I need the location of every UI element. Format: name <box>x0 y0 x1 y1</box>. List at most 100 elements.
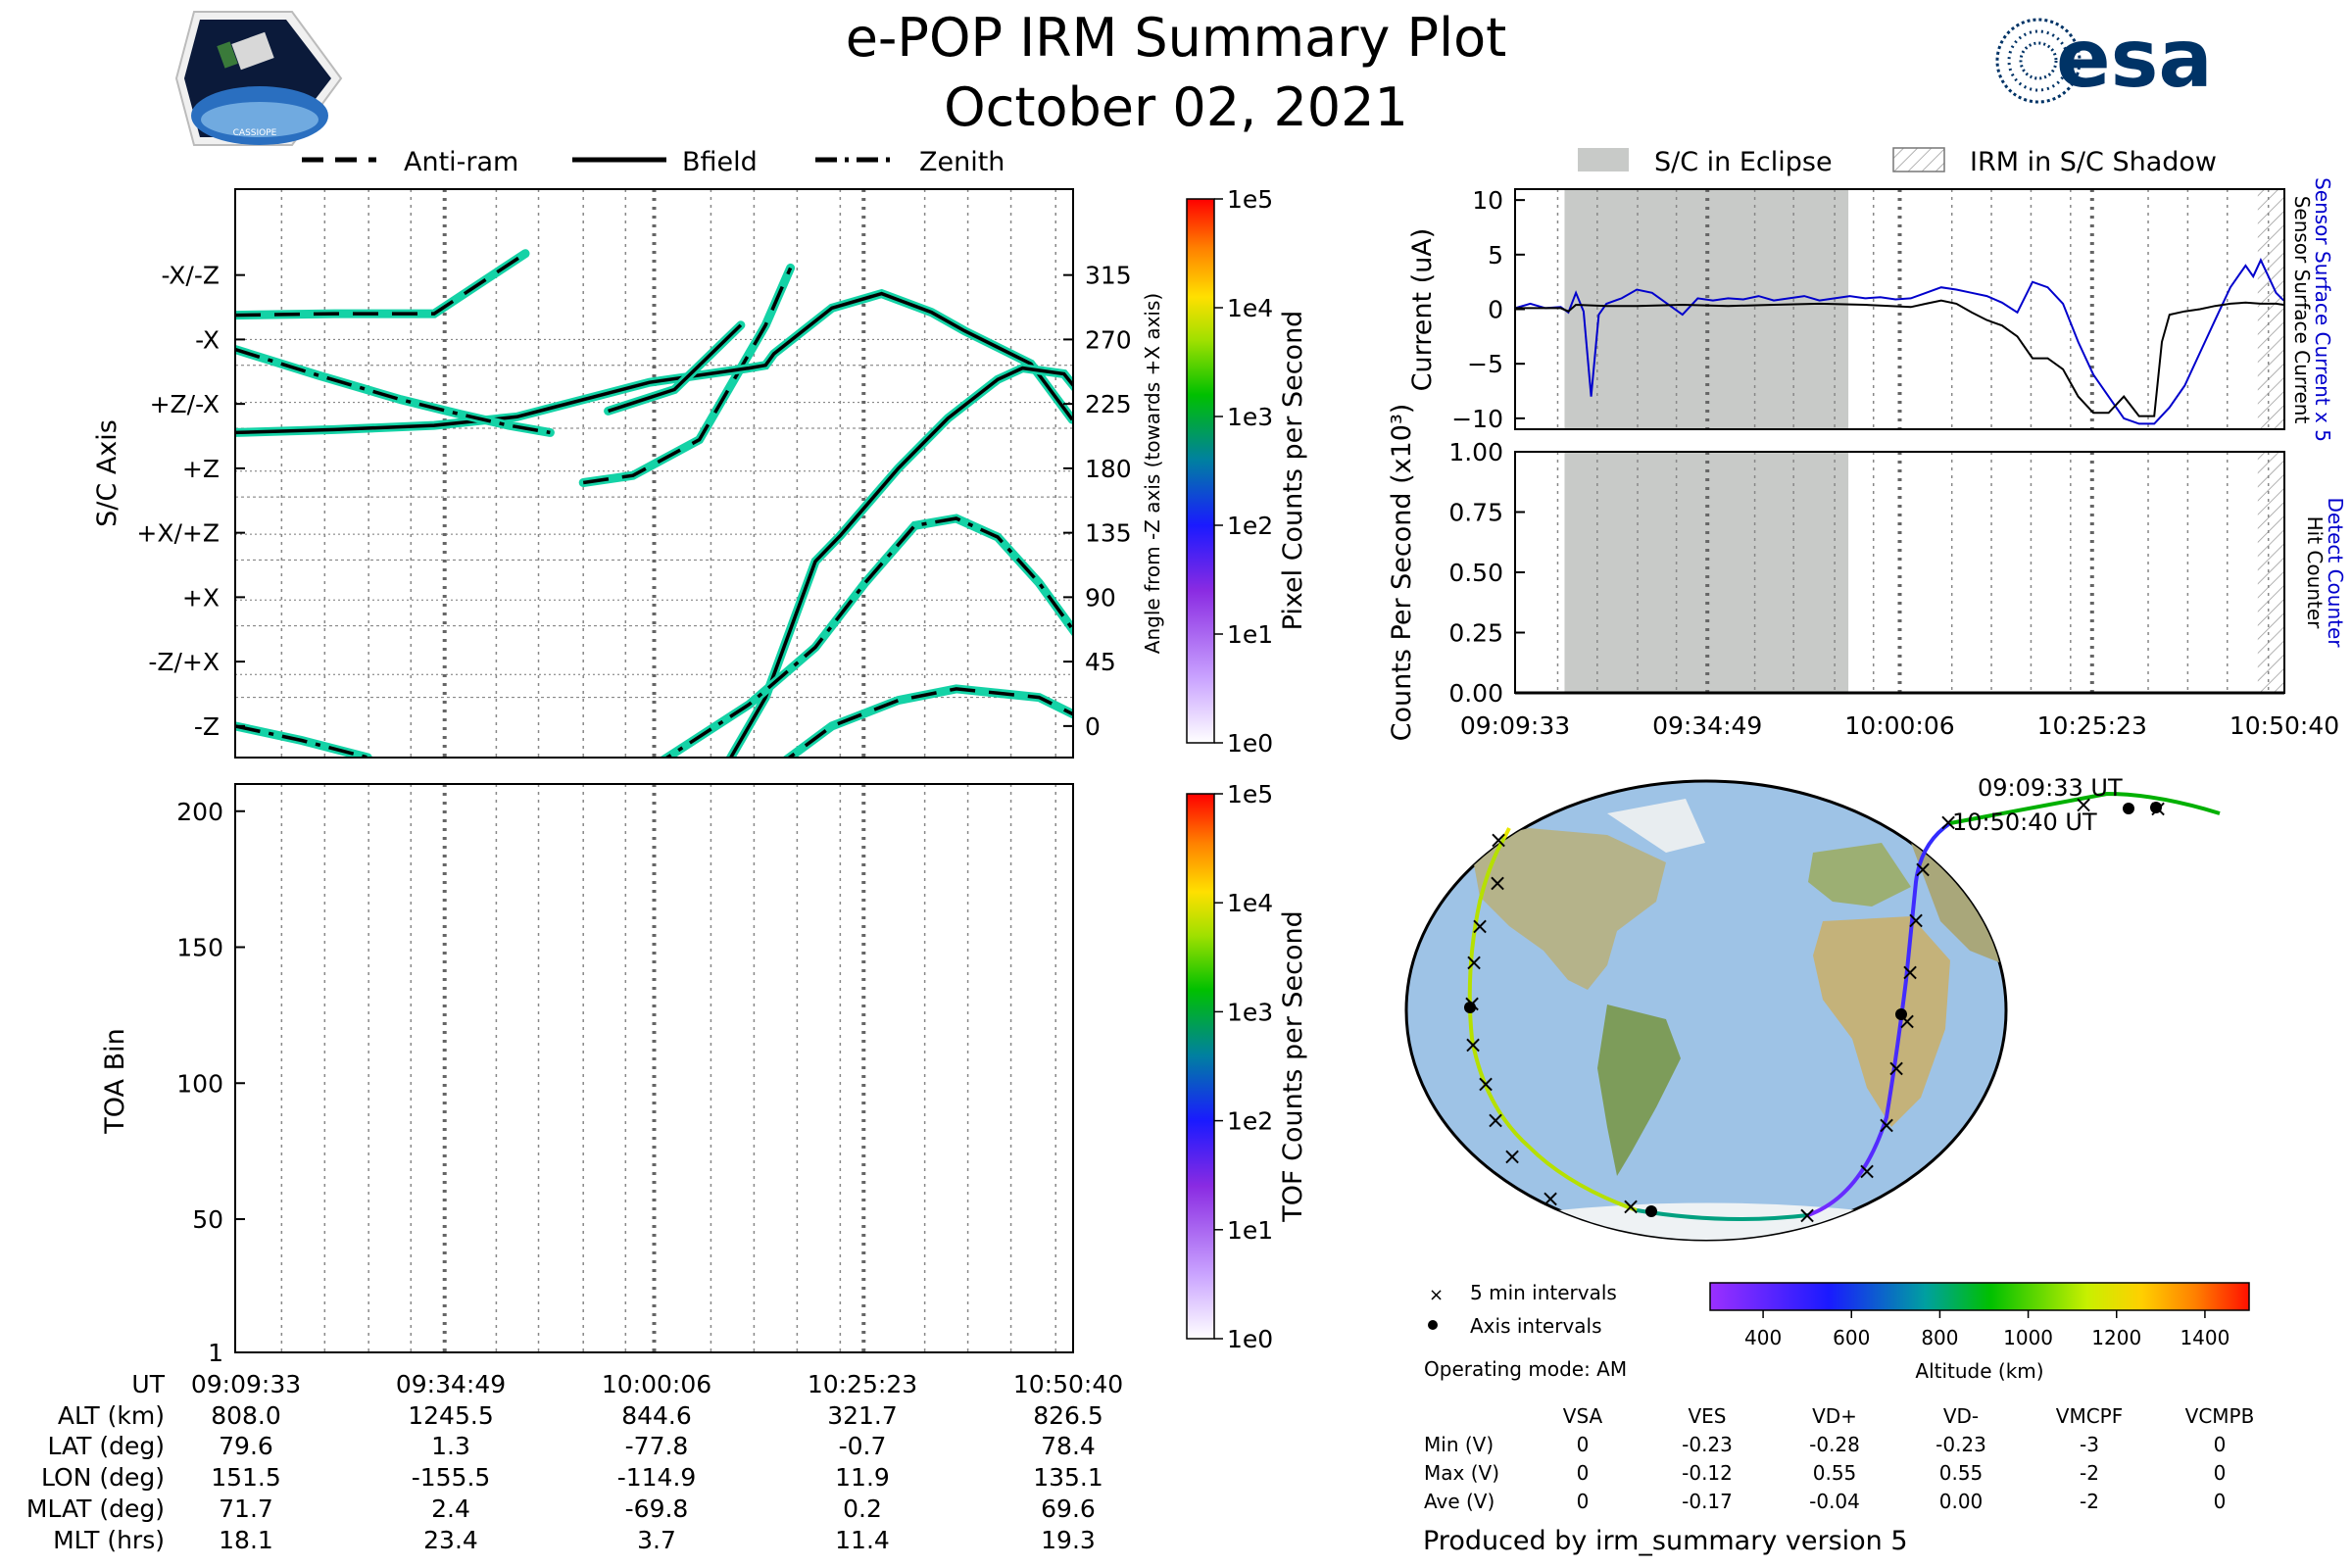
pixel-colorbar-tick-label: 1e3 <box>1227 403 1273 431</box>
pointing-y-ticks: -X/-Z 315 -X 270 +Z/-X 225 +Z 180 +X/+Z 135 +X 90 -Z… <box>136 262 1131 741</box>
orbit-5min-marker: × <box>1938 808 1958 836</box>
current-y-tick-label: 5 <box>1488 241 1503 270</box>
orbit-5min-marker: × <box>1886 1054 1906 1082</box>
orbit-5min-marker: × <box>1621 1193 1641 1220</box>
ephemeris-cell: 18.1 <box>219 1526 273 1554</box>
toa-y-tick-label: 200 <box>176 798 223 826</box>
ephemeris-cell: 19.3 <box>1041 1526 1096 1554</box>
legend-eclipse-swatch <box>1578 148 1629 172</box>
current-lines <box>1515 258 2284 425</box>
operating-mode: Operating mode: AM <box>1424 1357 1627 1381</box>
counts-x-tick-label: 09:34:49 <box>1652 711 1762 740</box>
orbit-5min-marker: × <box>1906 906 1926 934</box>
orbit-track-end-segment <box>1502 827 1511 839</box>
counts-y-ticks: 1.00 0.75 0.50 0.25 0.00 <box>1448 438 1525 708</box>
toa-y-tick-label: 1 <box>208 1339 223 1367</box>
pixel-colorbar-ticks: 1e5 1e4 1e3 1e2 1e1 1e0 <box>1214 185 1273 758</box>
ephemeris-cell: 844.6 <box>621 1401 692 1430</box>
legend-cross-marker: × <box>1429 1285 1444 1305</box>
orbit-end-label: 10:50:40 UT <box>1952 808 2097 836</box>
pointing-series-bfield <box>235 291 1073 435</box>
voltage-header: VMCPF <box>2056 1404 2123 1428</box>
toa-axes-frame <box>234 783 1074 1353</box>
ephemeris-cell: 3.7 <box>637 1526 676 1554</box>
altitude-colorbar-tick-label: 400 <box>1744 1326 1782 1349</box>
pointing-y-tick-label: +Z/-X <box>150 390 220 418</box>
pointing-series-halo <box>235 345 555 437</box>
tof-colorbar-tick-label: 1e1 <box>1227 1216 1273 1245</box>
pointing-right-tick-label: 0 <box>1085 712 1101 741</box>
orbit-start-label: 09:09:33 UT <box>1978 774 2123 802</box>
pointing-series-antiram <box>582 267 793 485</box>
counts-x-ticks: 09:09:33 09:34:49 10:00:06 10:25:23 10:50:40 <box>1460 711 2339 740</box>
ephemeris-cell: 1.3 <box>431 1432 470 1460</box>
cassiope-logo: CASSIOPE <box>174 11 343 146</box>
legend-dot-marker <box>1428 1320 1438 1330</box>
tof-colorbar-tick-label: 1e4 <box>1227 889 1273 917</box>
ephemeris-cell: -69.8 <box>625 1494 689 1523</box>
legend-antiram-label: Anti-ram <box>404 147 518 177</box>
ephemeris-cell: 826.5 <box>1033 1401 1103 1430</box>
pointing-series-zenith <box>235 724 368 758</box>
ephemeris-table: UT ALT (km)LAT (deg) LON (deg)MLAT (deg) ML… <box>26 1370 1123 1554</box>
altitude-colorbar-label: Altitude (km) <box>1915 1359 2043 1383</box>
orbit-axis-marker <box>1464 1002 1476 1013</box>
ephemeris-cell: 11.4 <box>835 1526 890 1554</box>
pointing-y-tick-label: -Z/+X <box>148 648 220 676</box>
ephemeris-cell: 09:09:33 <box>191 1370 301 1398</box>
legend-eclipse-label: S/C in Eclipse <box>1654 147 1833 177</box>
counts-time-grid <box>1556 452 2270 693</box>
pixel-colorbar-tick-label: 1e4 <box>1227 294 1273 322</box>
ephemeris-cell: -155.5 <box>412 1463 491 1492</box>
pointing-y-tick-label: -X <box>195 325 220 354</box>
counts-right-label-blue: Detect Counter <box>2324 498 2347 649</box>
voltage-table: VSA VES VD+ VD- VMCPF VCMPB Min (V) 0 -0.23 -0.28… <box>1424 1404 2254 1513</box>
current-time-grid <box>1556 189 2270 429</box>
ephemeris-cell: 1245.5 <box>408 1401 493 1430</box>
current-background <box>1564 189 2284 429</box>
voltage-cell: -2 <box>2080 1490 2099 1513</box>
tof-colorbar-ticks: 1e5 1e4 1e3 1e2 1e1 1e0 <box>1214 780 1273 1353</box>
pointing-right-tick-label: 90 <box>1085 583 1116 612</box>
voltage-cell: 0.55 <box>1813 1461 1857 1485</box>
orbit-axis-marker <box>2150 802 2162 813</box>
orbit-5min-marker: × <box>1470 912 1490 940</box>
orbit-5min-marker: × <box>1489 826 1508 854</box>
counts-y-tick-label: 1.00 <box>1448 438 1503 466</box>
toa-y-ticks: 200 150 100 50 1 <box>176 798 245 1367</box>
pointing-series-antiram <box>786 687 1073 758</box>
counts-y-label: Counts Per Second (x10³) <box>1387 404 1417 742</box>
voltage-header: VCMPB <box>2185 1404 2255 1428</box>
eclipse-shading <box>1564 452 1849 693</box>
voltage-cell: -0.23 <box>1682 1433 1733 1456</box>
altitude-colorbar-ticks: 400 600 800 1000 1200 1400 <box>1744 1310 2230 1349</box>
pointing-right-label: Angle from -Z axis (towards +X axis) <box>1141 293 1164 654</box>
footer-note: Produced by irm_summary version 5 <box>1423 1526 1908 1556</box>
voltage-row-label: Ave (V) <box>1424 1490 1494 1513</box>
pointing-series-halo <box>235 249 530 320</box>
ephemeris-cell: 09:34:49 <box>396 1370 506 1398</box>
pointing-right-tick-label: 135 <box>1085 519 1132 548</box>
shadow-hatching <box>2257 452 2284 693</box>
orbit-5min-marker: × <box>1797 1201 1817 1229</box>
orbit-track-pacific-segment <box>1467 836 1638 1212</box>
current-y-tick-label: −5 <box>1467 350 1503 378</box>
voltage-cell: -0.12 <box>1682 1461 1733 1485</box>
legend-shadow-label: IRM in S/C Shadow <box>1970 147 2217 177</box>
pointing-y-tick-label: +X <box>182 583 220 612</box>
voltage-header: VD- <box>1943 1404 1979 1428</box>
page-date: October 02, 2021 <box>944 76 1408 138</box>
altitude-colorbar-tick-label: 1400 <box>2180 1326 2230 1349</box>
orbit-5min-marker: × <box>1541 1185 1560 1212</box>
ephemeris-cell: 79.6 <box>219 1432 273 1460</box>
ephemeris-cell: 23.4 <box>423 1526 478 1554</box>
ephemeris-cell: 11.9 <box>835 1463 890 1492</box>
pointing-axes-frame <box>234 188 1074 759</box>
voltage-cell: -3 <box>2080 1433 2099 1456</box>
orbit-track-north-segment <box>1949 791 2221 825</box>
legend-shadow-swatch <box>1892 147 1945 172</box>
altitude-colorbar-tick-label: 600 <box>1833 1326 1870 1349</box>
ephemeris-cell: 10:50:40 <box>1013 1370 1123 1398</box>
voltage-cell: 0 <box>1577 1461 1590 1485</box>
